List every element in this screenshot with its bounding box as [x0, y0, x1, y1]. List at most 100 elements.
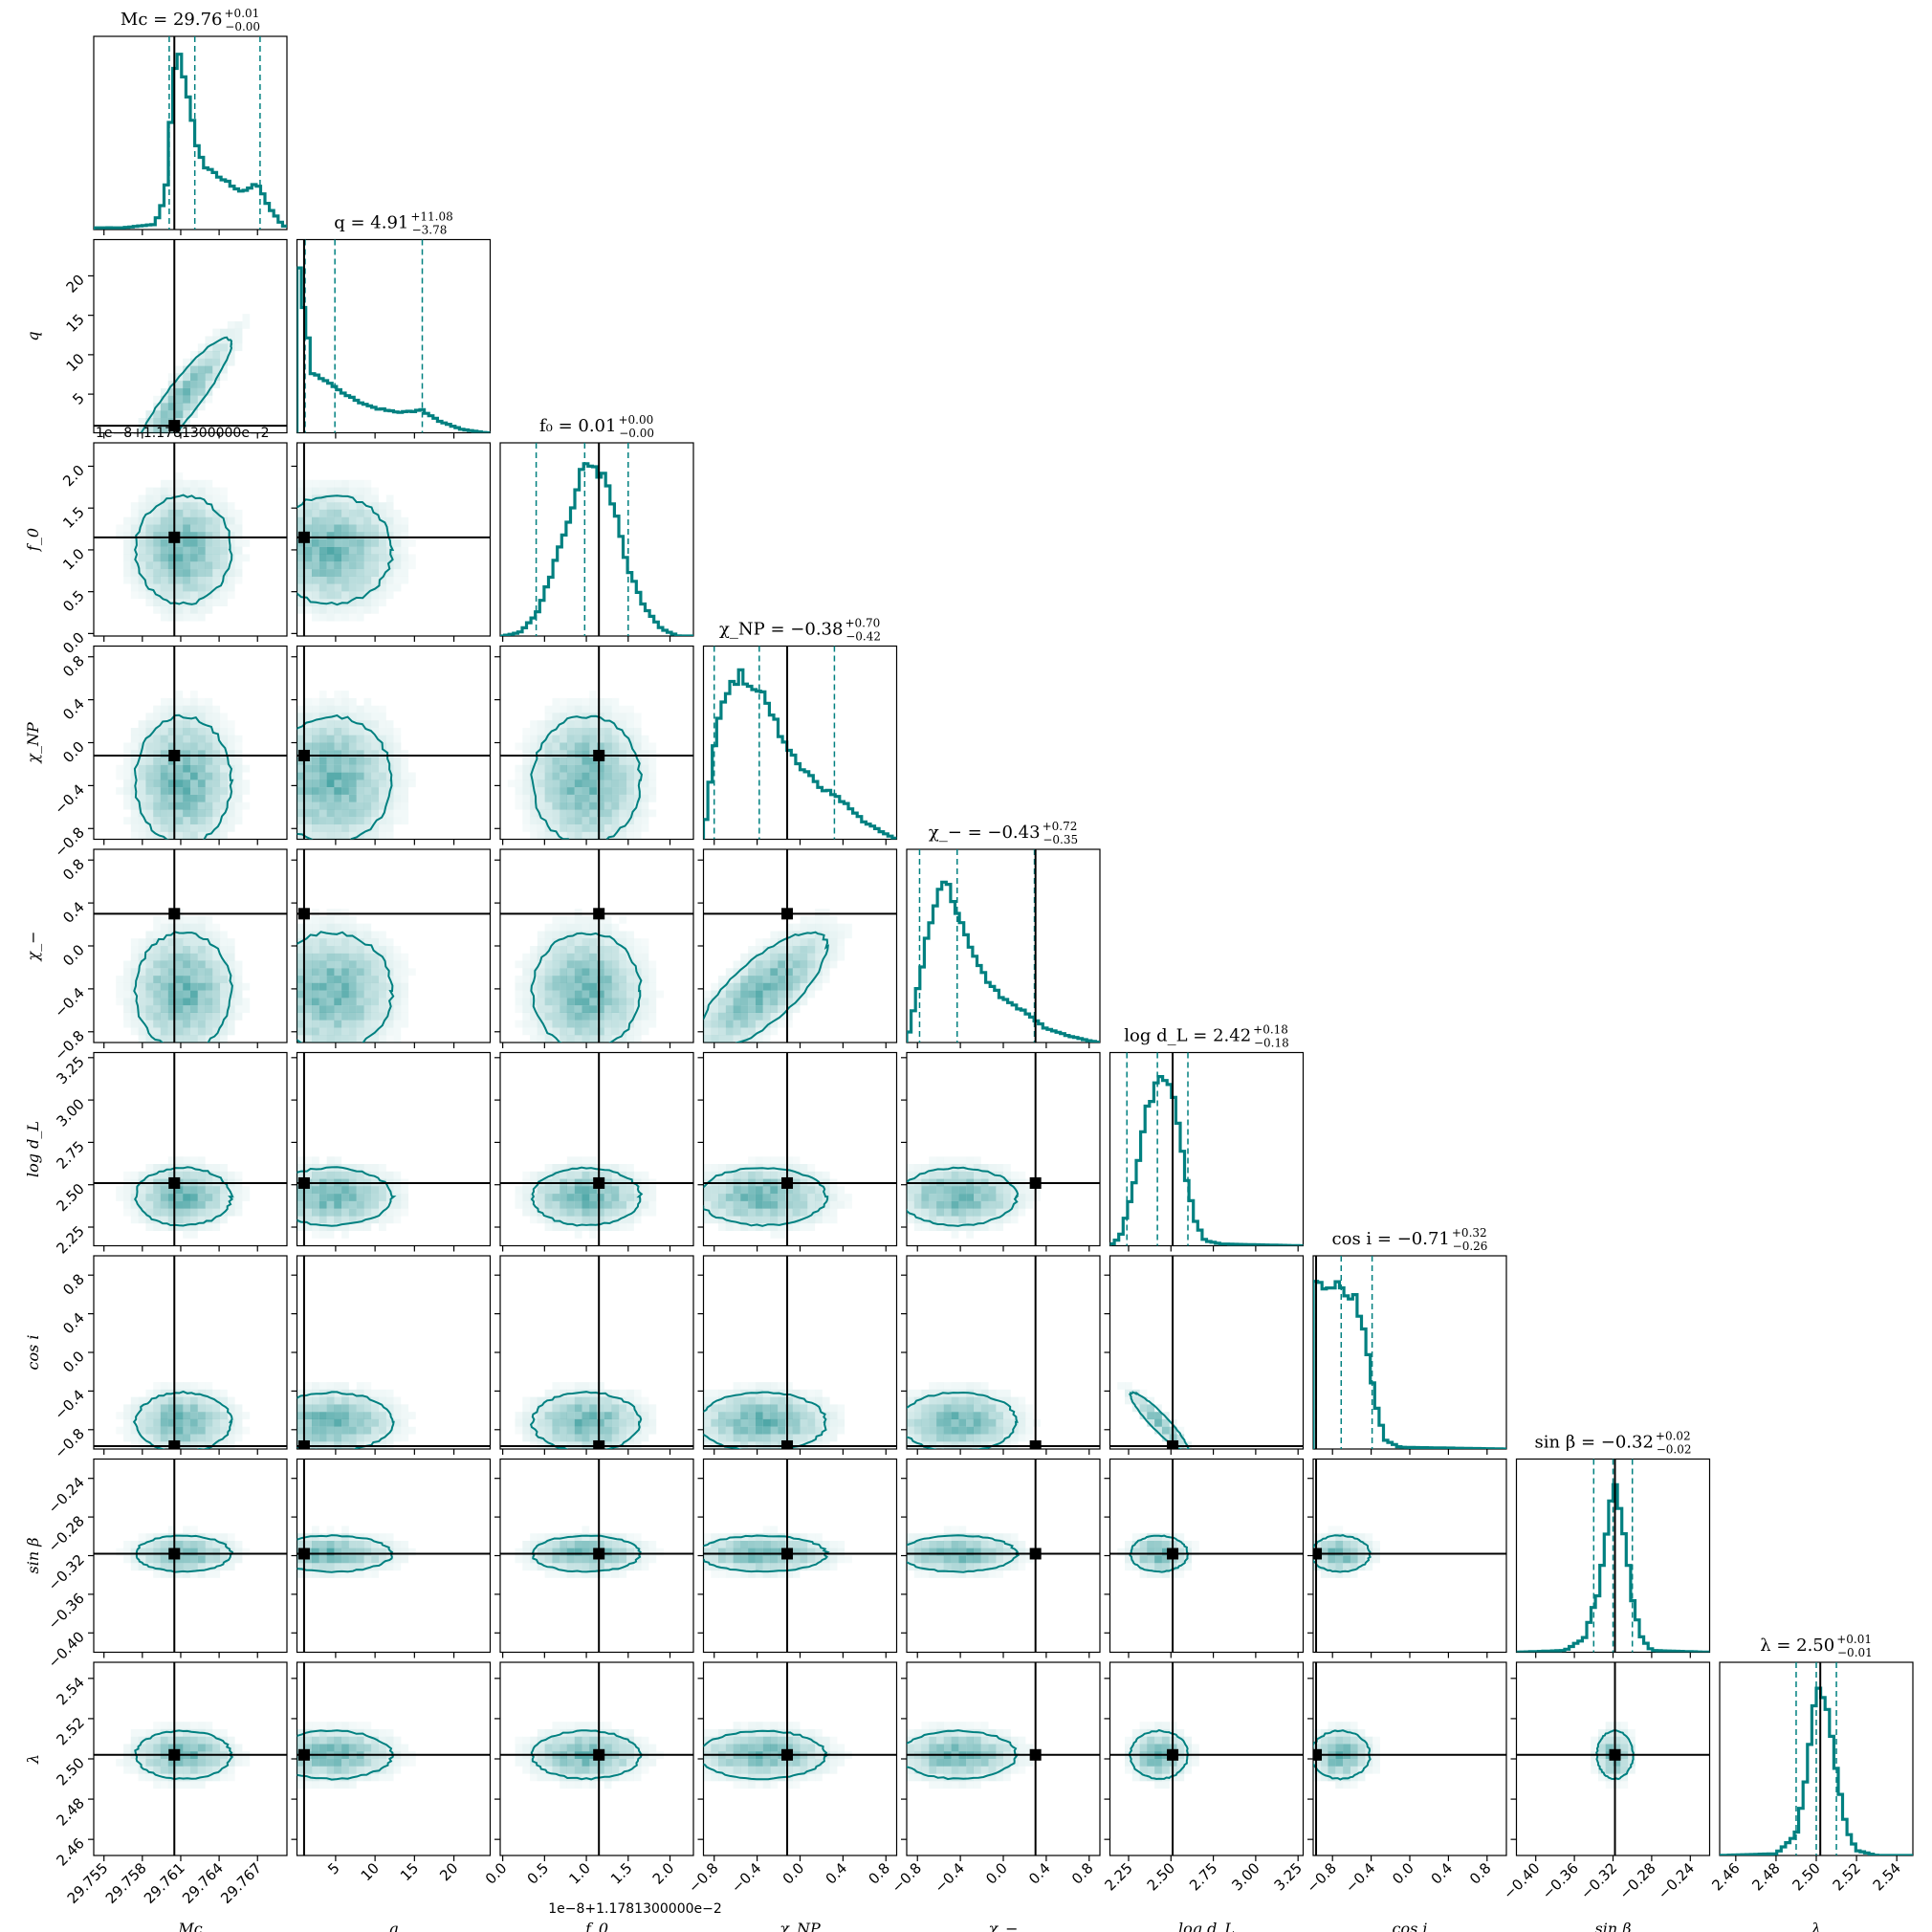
- density-cell: [762, 1412, 771, 1419]
- density-cell: [604, 728, 612, 735]
- panel-frame: [1109, 1051, 1305, 1247]
- density-cell: [943, 1404, 952, 1413]
- density-cell: [356, 1389, 364, 1397]
- density-cell: [341, 801, 349, 810]
- density-cell: [401, 546, 409, 555]
- density-cell: [988, 1164, 997, 1172]
- density-cell: [356, 1194, 364, 1201]
- density-cell: [304, 487, 313, 495]
- density-cell: [379, 1548, 386, 1556]
- density-cell: [936, 1164, 944, 1172]
- density-cell: [907, 1164, 914, 1172]
- density-cell: [190, 1012, 198, 1021]
- density-cell: [711, 1555, 719, 1564]
- density-cell: [304, 794, 313, 802]
- density-cell: [582, 772, 590, 780]
- density-cell: [815, 1208, 823, 1217]
- density-cell: [589, 976, 597, 983]
- density-cell: [334, 915, 342, 924]
- density-cell: [1184, 1541, 1192, 1548]
- density-cell: [183, 1200, 190, 1209]
- density-cell: [589, 1570, 597, 1578]
- density-cell: [552, 1171, 560, 1179]
- density-cell: [205, 1186, 213, 1195]
- density-cell: [326, 1186, 335, 1195]
- density-cell: [936, 1171, 944, 1179]
- density-cell: [597, 1418, 604, 1427]
- density-cell: [363, 801, 372, 810]
- density-cell: [356, 750, 364, 758]
- density-cell: [582, 757, 590, 765]
- density-cell: [234, 1012, 243, 1021]
- density-cell: [160, 1223, 168, 1231]
- density-cell: [522, 801, 531, 810]
- density-cell: [130, 817, 139, 824]
- density-cell: [334, 938, 342, 946]
- density-cell: [725, 1396, 734, 1405]
- density-cell: [379, 583, 386, 592]
- density-cell: [748, 1012, 756, 1021]
- panel-Mc-logdL: 2.252.502.753.003.25: [53, 1051, 288, 1257]
- panel-frame: [93, 1255, 288, 1450]
- density-cell: [604, 976, 612, 983]
- density-cell: [1003, 1200, 1011, 1209]
- density-cell: [212, 328, 221, 337]
- density-cell: [153, 1412, 161, 1419]
- density-cell: [379, 705, 386, 714]
- density-cell: [138, 576, 146, 584]
- density-cell: [190, 1223, 198, 1231]
- density-cell: [175, 1020, 184, 1028]
- density-cell: [153, 742, 161, 751]
- density-cell: [711, 1389, 719, 1397]
- density-cell: [190, 779, 198, 788]
- density-cell: [604, 998, 612, 1006]
- density-cell: [837, 1194, 845, 1201]
- density-cell: [312, 809, 319, 818]
- density-cell: [312, 1404, 319, 1413]
- density-cell: [371, 931, 379, 939]
- density-cell: [762, 1541, 771, 1548]
- density-cell: [183, 583, 190, 592]
- density-cell: [544, 1418, 553, 1427]
- density-cell: [205, 1216, 213, 1224]
- density-cell: [611, 1570, 620, 1578]
- density-cell: [138, 418, 146, 426]
- density-cell: [385, 554, 394, 562]
- density-cell: [515, 960, 523, 969]
- density-cell: [574, 779, 582, 788]
- density-cell: [762, 1208, 771, 1217]
- density-cell: [393, 750, 402, 758]
- density-cell: [348, 915, 357, 924]
- density-cell: [212, 779, 221, 788]
- density-cell: [537, 1563, 545, 1571]
- density-cell: [160, 794, 168, 802]
- density-cell: [145, 1404, 154, 1413]
- density-cell: [138, 728, 146, 735]
- density-cell: [837, 1418, 845, 1427]
- density-cell: [318, 583, 327, 592]
- density-cell: [507, 779, 516, 788]
- density-cell: [205, 381, 213, 388]
- panel-q-cosi: [291, 1255, 492, 1455]
- density-cell: [220, 1194, 228, 1201]
- density-cell: [988, 1194, 997, 1201]
- density-cell: [837, 1200, 845, 1209]
- density-cell: [611, 998, 620, 1006]
- density-cell: [190, 801, 198, 810]
- density-cell: [633, 1389, 642, 1397]
- density-cell: [227, 546, 235, 555]
- density-cell: [312, 1200, 319, 1209]
- density-cell: [401, 953, 409, 961]
- density-cell: [318, 1208, 327, 1217]
- density-cell: [356, 809, 364, 818]
- density-cell: [326, 1382, 335, 1390]
- density-cell: [800, 1555, 808, 1564]
- density-cell: [778, 1396, 785, 1405]
- density-cell: [770, 1012, 779, 1021]
- density-cell: [296, 1012, 305, 1021]
- density-cell: [733, 1186, 741, 1195]
- density-cell: [197, 1005, 206, 1013]
- density-cell: [220, 713, 228, 721]
- density-cell: [385, 1020, 394, 1028]
- density-cell: [597, 779, 604, 788]
